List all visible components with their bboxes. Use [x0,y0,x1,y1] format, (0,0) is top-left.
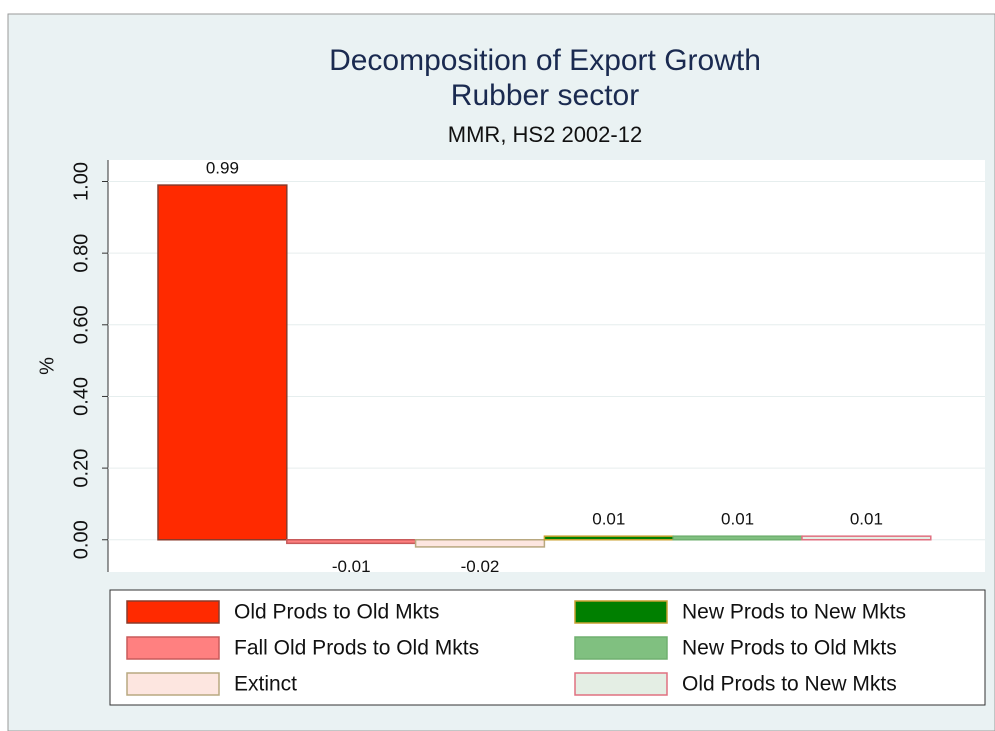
data-label: 0.01 [721,510,754,529]
data-label: -0.02 [461,557,500,576]
legend-swatch [574,672,668,696]
legend-swatch [126,600,220,624]
chart-title-2: Rubber sector [451,79,639,112]
bar [543,535,674,541]
bar [157,184,288,541]
y-tick-label: 0.00 [70,520,92,559]
legend-label: Old Prods to New Mkts [682,673,897,696]
legend-label: Fall Old Prods to Old Mkts [234,637,479,660]
data-label: 0.99 [206,159,239,178]
legend-label: New Prods to Old Mkts [682,637,897,660]
data-label: -0.01 [332,557,371,576]
y-tick-label: 0.60 [70,305,92,344]
y-tick-label: 0.40 [70,377,92,416]
bar [672,535,803,541]
legend [109,589,986,706]
y-tick-label: 0.80 [70,234,92,273]
legend-swatch [126,636,220,660]
legend-swatch [126,672,220,696]
bar [801,535,932,541]
bar [286,539,417,545]
legend-swatch [574,636,668,660]
bar [414,539,546,548]
chart-title: Decomposition of Export Growth [329,44,761,77]
chart-subtitle: MMR, HS2 2002-12 [448,122,642,147]
legend-label: Extinct [234,673,297,696]
data-label: 0.01 [850,510,883,529]
legend-swatch [574,600,668,624]
y-axis-label: % [36,357,58,375]
y-tick-label: 0.20 [70,449,92,488]
legend-label: Old Prods to Old Mkts [234,601,439,624]
y-tick-label: 1.00 [70,162,92,201]
legend-label: New Prods to New Mkts [682,601,906,624]
data-label: 0.01 [592,510,625,529]
